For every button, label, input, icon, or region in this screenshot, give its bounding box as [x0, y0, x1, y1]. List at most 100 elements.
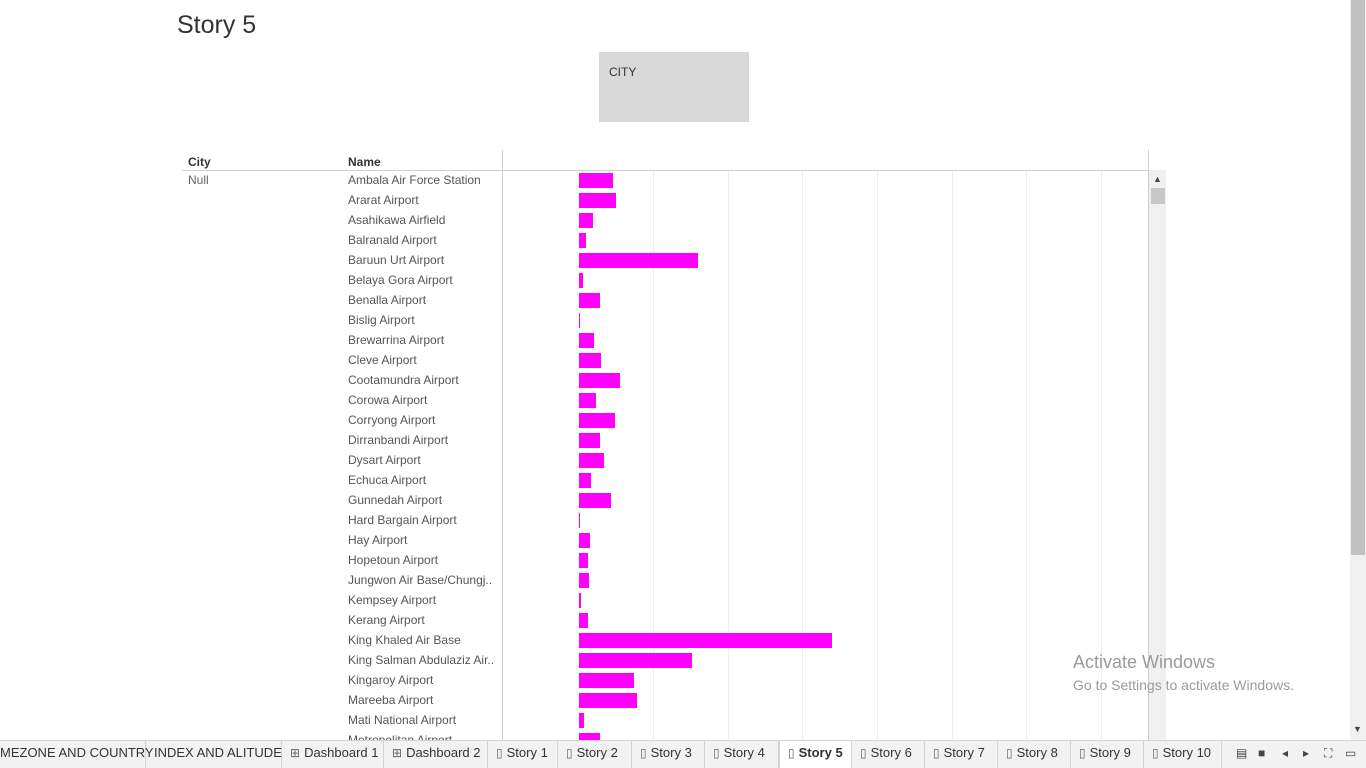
airport-bar[interactable]	[579, 613, 588, 628]
sheet-tab[interactable]: ▯ Story 7	[925, 741, 998, 768]
airport-bar[interactable]	[579, 673, 634, 688]
airport-bar[interactable]	[579, 453, 604, 468]
sheet-tab[interactable]: ▯ Story 10	[1144, 741, 1222, 768]
table-row[interactable]: Hay Airport	[182, 530, 1148, 550]
sheet-tab[interactable]: ▯ Story 8	[998, 741, 1071, 768]
sheet-tab-label: Story 1	[507, 745, 548, 760]
table-row[interactable]: Benalla Airport	[182, 290, 1148, 310]
table-row[interactable]: Kingaroy Airport	[182, 670, 1148, 690]
airport-bar[interactable]	[579, 593, 581, 608]
sheet-tab[interactable]: ▯ Story 6	[852, 741, 925, 768]
sheet-tab[interactable]: ▯ Story 3	[632, 741, 705, 768]
sheet-tab[interactable]: ▯ Story 5	[779, 741, 852, 768]
airport-bar[interactable]	[579, 173, 613, 188]
table-row[interactable]: Ambala Air Force Station	[182, 170, 1148, 190]
sheet-tab[interactable]: ⊞ Dashboard 1	[282, 741, 384, 768]
table-row[interactable]: Dirranbandi Airport	[182, 430, 1148, 450]
table-row[interactable]: Bislig Airport	[182, 310, 1148, 330]
table-row[interactable]: Jungwon Air Base/Chungj..	[182, 570, 1148, 590]
airport-bar[interactable]	[579, 493, 611, 508]
city-filter[interactable]: CITY	[599, 52, 749, 122]
airport-bar[interactable]	[579, 413, 615, 428]
show-filmstrip-icon[interactable]: ▤	[1236, 746, 1247, 760]
airport-bar[interactable]	[579, 533, 590, 548]
activate-windows-title: Activate Windows	[1073, 652, 1215, 673]
table-row[interactable]: Mati National Airport	[182, 710, 1148, 730]
airport-bar[interactable]	[579, 213, 593, 228]
airport-bar[interactable]	[579, 553, 588, 568]
story-icon: ▯	[933, 741, 940, 765]
airport-bar[interactable]	[579, 653, 692, 668]
table-row[interactable]: Cleve Airport	[182, 350, 1148, 370]
airport-bar[interactable]	[579, 333, 594, 348]
sheet-tab[interactable]: ▯ Story 9	[1071, 741, 1144, 768]
table-row[interactable]: Hopetoun Airport	[182, 550, 1148, 570]
table-row[interactable]: Cootamundra Airport	[182, 370, 1148, 390]
airport-name: King Salman Abdulaziz Air..	[348, 653, 504, 667]
sheet-tab-label: Story 7	[944, 745, 985, 760]
table-row[interactable]: Balranald Airport	[182, 230, 1148, 250]
airport-bar[interactable]	[579, 373, 620, 388]
airport-bar[interactable]	[579, 573, 589, 588]
table-row[interactable]: Brewarrina Airport	[182, 330, 1148, 350]
sheet-tab[interactable]: ▯ Story 1	[488, 741, 558, 768]
airport-bar[interactable]	[579, 713, 584, 728]
show-sheet-icon[interactable]: ■	[1258, 746, 1265, 760]
airport-bar[interactable]	[579, 293, 600, 308]
table-row[interactable]: Corryong Airport	[182, 410, 1148, 430]
airport-bar[interactable]	[579, 393, 596, 408]
sheet-tab-label: INDEX AND ALITUDE	[154, 745, 282, 760]
airport-name: Dysart Airport	[348, 453, 504, 467]
airport-bar[interactable]	[579, 693, 637, 708]
presentation-icon[interactable]: ▭	[1345, 746, 1356, 760]
table-row[interactable]: Asahikawa Airfield	[182, 210, 1148, 230]
table-row[interactable]: Dysart Airport	[182, 450, 1148, 470]
fullscreen-icon[interactable]: ⛶	[1324, 746, 1332, 761]
airport-bar[interactable]	[579, 273, 583, 288]
table-row[interactable]: King Khaled Air Base	[182, 630, 1148, 650]
airport-name: Echuca Airport	[348, 473, 504, 487]
airport-bar[interactable]	[579, 233, 586, 248]
airport-name: Ambala Air Force Station	[348, 173, 504, 187]
airport-bar[interactable]	[579, 353, 601, 368]
table-row[interactable]: Baruun Urt Airport	[182, 250, 1148, 270]
airport-bar[interactable]	[579, 313, 580, 328]
sheet-tab[interactable]: ▯ Story 4	[705, 741, 779, 768]
dashboard-icon: ⊞	[290, 741, 300, 765]
name-column-header[interactable]: Name	[348, 155, 381, 169]
sheet-tab[interactable]: ▯ Story 2	[558, 741, 632, 768]
sheet-tab-label: Story 8	[1017, 745, 1058, 760]
city-column-header[interactable]: City	[188, 155, 211, 169]
airport-name: Hay Airport	[348, 533, 504, 547]
airport-bar[interactable]	[579, 513, 580, 528]
airport-bar[interactable]	[579, 193, 616, 208]
sheet-tab[interactable]: ⊞ Dashboard 2	[384, 741, 488, 768]
page-scroll-thumb[interactable]	[1351, 0, 1365, 555]
story-icon: ▯	[1152, 741, 1159, 765]
airport-bar[interactable]	[579, 253, 698, 268]
table-row[interactable]: Ararat Airport	[182, 190, 1148, 210]
table-row[interactable]: Gunnedah Airport	[182, 490, 1148, 510]
scroll-down-icon[interactable]: ▼	[1353, 724, 1362, 734]
table-row[interactable]: Kempsey Airport	[182, 590, 1148, 610]
sheet-tab[interactable]: INDEX AND ALITUDE	[146, 741, 282, 768]
table-row[interactable]: Hard Bargain Airport	[182, 510, 1148, 530]
scroll-up-icon[interactable]: ▲	[1153, 174, 1162, 184]
table-row[interactable]: Kerang Airport	[182, 610, 1148, 630]
table-row[interactable]: Echuca Airport	[182, 470, 1148, 490]
airport-bar[interactable]	[579, 473, 591, 488]
previous-sheet-icon[interactable]: ◂	[1282, 746, 1288, 760]
sheet-tab[interactable]: MEZONE AND COUNTRY	[0, 741, 146, 768]
airport-bar[interactable]	[579, 433, 600, 448]
sheet-tab-label: Story 6	[871, 745, 912, 760]
airport-name: Hard Bargain Airport	[348, 513, 504, 527]
next-sheet-icon[interactable]: ▸	[1303, 746, 1309, 760]
table-row[interactable]: Mareeba Airport	[182, 690, 1148, 710]
table-row[interactable]: Corowa Airport	[182, 390, 1148, 410]
page-scrollbar[interactable]: ▼	[1350, 0, 1366, 740]
airport-bar[interactable]	[579, 633, 832, 648]
table-row[interactable]: King Salman Abdulaziz Air..	[182, 650, 1148, 670]
airport-name: Kempsey Airport	[348, 593, 504, 607]
table-scroll-thumb[interactable]	[1151, 188, 1165, 204]
table-row[interactable]: Belaya Gora Airport	[182, 270, 1148, 290]
